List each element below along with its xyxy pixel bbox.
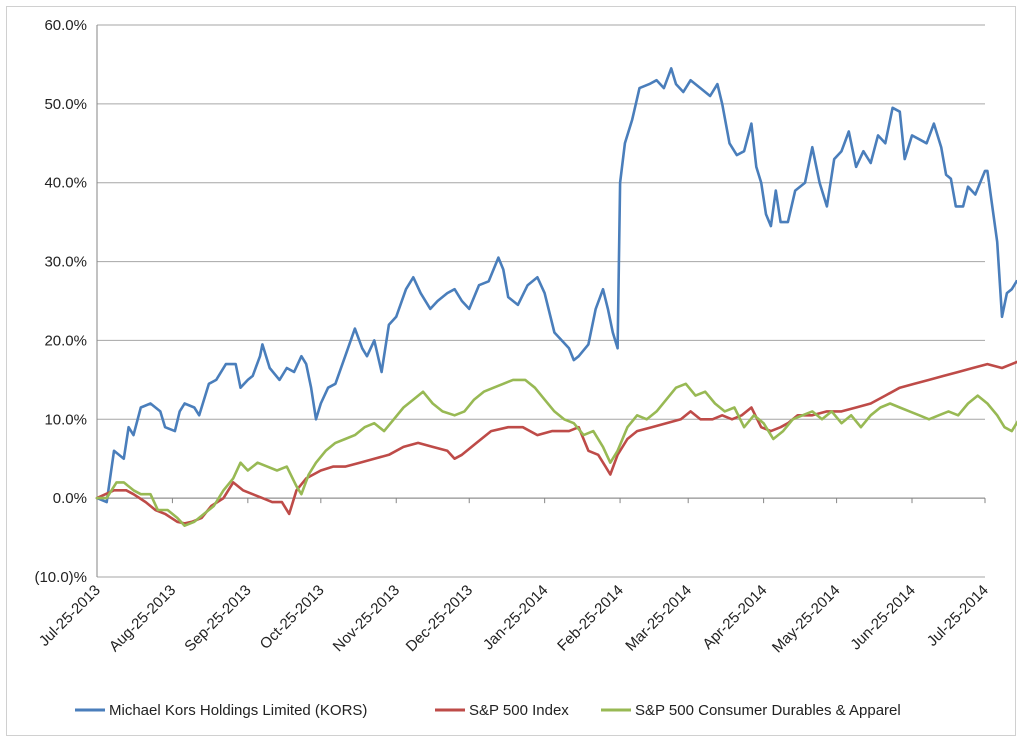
x-tick-label: Jul-25-2014 — [924, 582, 992, 650]
x-tick-label: Aug-25-2013 — [106, 582, 179, 655]
axes: (10.0)% 0.0% 10.0% 20.0% 30.0% 40.0% 50.0% 60.0… — [34, 17, 991, 656]
legend-label-1: S&P 500 Index — [469, 702, 569, 719]
x-tick-label: Jun-25-2014 — [847, 582, 919, 654]
chart-frame: (10.0)% 0.0% 10.0% 20.0% 30.0% 40.0% 50.0% 60.0… — [6, 6, 1017, 736]
x-tick-label: Feb-25-2014 — [554, 582, 627, 655]
legend-label-2: S&P 500 Consumer Durables & Apparel — [635, 702, 901, 719]
series-line-0 — [95, 67, 1017, 504]
y-tick-label: 0.0% — [53, 490, 87, 507]
y-tick-label: 60.0% — [44, 17, 87, 34]
y-tick-label: 40.0% — [44, 175, 87, 192]
gridlines — [97, 24, 985, 578]
x-tick-label: Mar-25-2014 — [622, 582, 695, 655]
x-tick-label: Oct-25-2013 — [257, 582, 328, 653]
y-tick-label: 10.0% — [44, 411, 87, 428]
series-line-1 — [95, 360, 1017, 525]
x-tick-label: Apr-25-2014 — [699, 582, 770, 653]
legend: Michael Kors Holdings Limited (KORS) S&P … — [75, 702, 901, 719]
y-tick-label: 30.0% — [44, 254, 87, 271]
line-chart: (10.0)% 0.0% 10.0% 20.0% 30.0% 40.0% 50.0% 60.0… — [34, 17, 1017, 719]
series-line-2 — [95, 378, 1017, 527]
x-tick-label: Dec-25-2013 — [403, 582, 476, 655]
series-lines — [95, 67, 1017, 527]
x-tick-label: May-25-2014 — [769, 582, 844, 657]
y-tick-label: (10.0)% — [34, 569, 87, 586]
x-tick-label: Jan-25-2014 — [480, 582, 552, 654]
x-tick-label: Sep-25-2013 — [181, 582, 254, 655]
x-tick-label: Jul-25-2013 — [36, 582, 104, 650]
y-tick-label: 20.0% — [44, 332, 87, 349]
y-tick-label: 50.0% — [44, 96, 87, 113]
legend-label-0: Michael Kors Holdings Limited (KORS) — [109, 702, 367, 719]
x-tick-label: Nov-25-2013 — [330, 582, 403, 655]
